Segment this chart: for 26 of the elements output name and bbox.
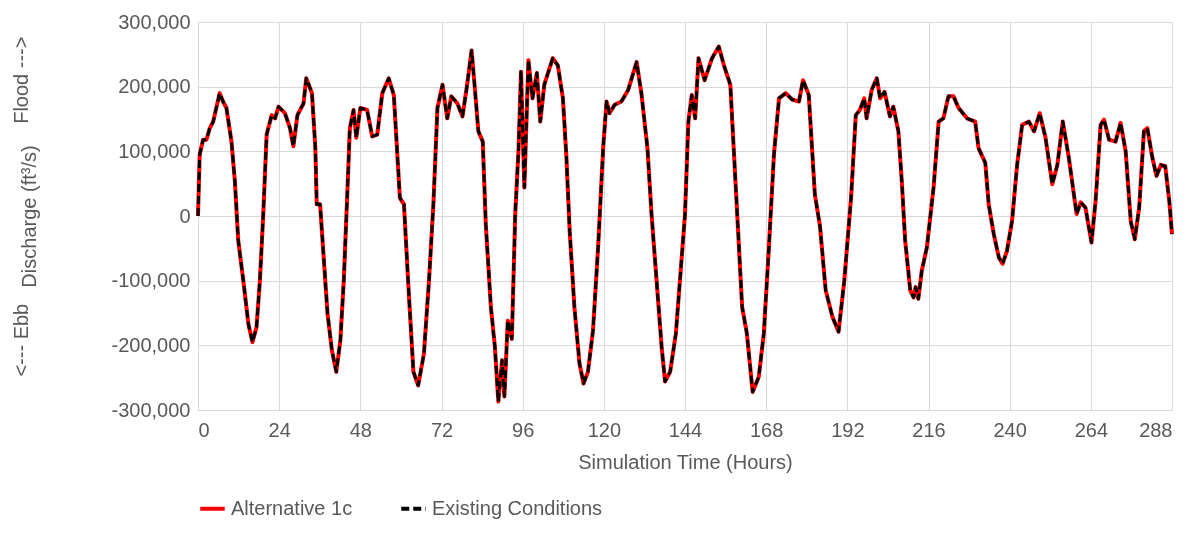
x-tick-label: 216 [912,418,946,441]
y-tick-label: 100,000 [118,139,191,162]
x-tick-label: 264 [1074,418,1109,441]
x-tick-label: 48 [349,418,372,441]
x-tick-label: 144 [668,418,703,441]
x-axis-title: Simulation Time (Hours) [578,450,793,473]
x-tick-label: 96 [512,418,535,441]
y-tick-label: -200,000 [111,333,191,356]
y-tick-label: -100,000 [111,269,191,292]
x-tick-label: 72 [430,418,454,441]
x-tick-label: 288 [1139,418,1173,441]
y-axis-title: Discharge (ft³/s) [17,145,40,288]
y-tick-label: -300,000 [111,398,191,421]
y-tick-label: 200,000 [118,75,191,98]
x-tick-label: 24 [268,418,291,441]
y-tick-label: 300,000 [118,10,191,33]
x-tick-label: 120 [587,418,622,441]
x-tick-label: 168 [749,418,784,441]
text: <--- Ebb [10,303,32,377]
x-tick-label: 240 [993,418,1027,441]
legend-label: Existing Conditions [432,496,603,519]
y-tick-label: 0 [179,204,191,227]
x-tick-label: 192 [831,418,865,441]
text: Flood ---> [10,36,32,124]
x-tick-label: 0 [198,418,210,441]
legend-label: Alternative 1c [231,496,353,519]
